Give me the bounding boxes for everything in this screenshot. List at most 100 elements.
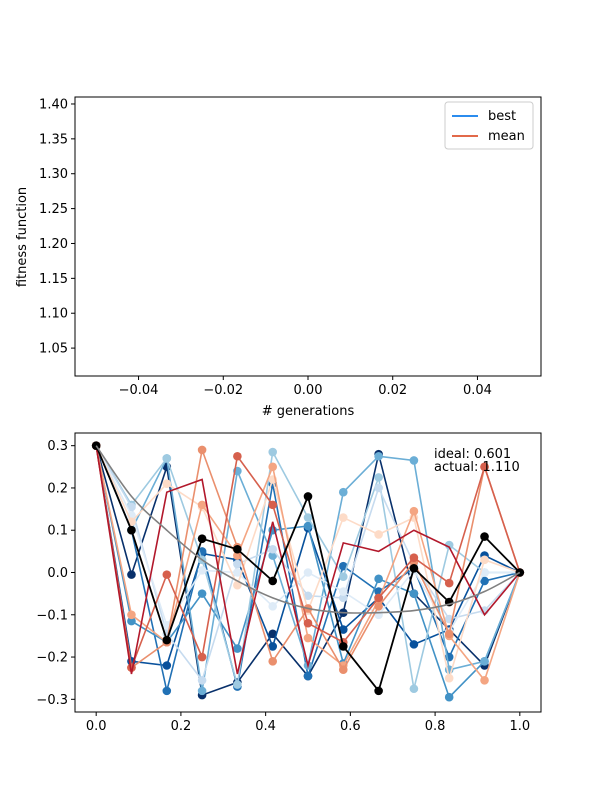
series-point-5: [444, 540, 454, 550]
population-plot-y-tick-label: 0.1: [47, 524, 68, 539]
series-point-10: [197, 445, 207, 455]
series-point-11: [162, 570, 172, 579]
series-14: [95, 445, 521, 614]
fitness-plot-y-tick-label: 1.05: [39, 342, 68, 357]
series-point-1: [268, 642, 278, 651]
series-point-3: [233, 644, 242, 653]
series-point-13: [374, 686, 383, 696]
fitness-plot-legend: best mean: [444, 101, 534, 150]
fitness-plot-y-tick-label: 1.20: [39, 237, 68, 252]
fitness-plot-y-tick-label: 1.30: [39, 167, 68, 182]
series-point-10: [338, 665, 348, 675]
series-point-9: [197, 500, 207, 510]
series-point-5: [162, 454, 172, 463]
fitness-plot-x-tick-label: −0.02: [203, 383, 243, 398]
series-point-4: [268, 551, 278, 560]
legend-box: [444, 101, 534, 150]
population-plot: 0.0 0.2 0.4 0.6 0.8 1.0 −0.3 −0.2 −0.1 0.0 0.1 0.2…: [36, 432, 542, 734]
series-point-13: [268, 576, 278, 586]
series-point-6: [233, 559, 242, 569]
series-point-6: [338, 593, 348, 603]
fitness-plot-x-tick-label: −0.04: [119, 383, 159, 398]
series-point-5: [268, 447, 278, 457]
series-point-13: [338, 642, 348, 651]
series-point-6: [374, 483, 383, 493]
population-plot-y-tick-label: −0.1: [36, 608, 68, 623]
series-point-1: [338, 625, 348, 634]
fitness-plot: −0.04 −0.02 0.00 0.02 0.04 1.051.101.151.201…: [15, 96, 542, 419]
series-point-11: [233, 451, 242, 461]
series-point-13: [233, 544, 242, 554]
series-point-0: [268, 629, 278, 639]
fitness-plot-x-tick-label: 0.04: [463, 383, 492, 398]
series-point-13: [127, 525, 136, 535]
series-point-13: [409, 563, 419, 573]
series-line-1: [95, 445, 521, 667]
population-plot-y-tick-label: 0.0: [47, 566, 68, 581]
series-point-8: [162, 479, 172, 489]
series-point-4: [197, 686, 207, 696]
series-point-11: [409, 553, 419, 563]
series-point-7: [480, 568, 489, 577]
series-13: [91, 441, 525, 696]
fitness-plot-ylabel: fitness function: [15, 187, 30, 287]
series-point-1: [162, 661, 172, 670]
fitness-plot-y-tick-label: 1.15: [39, 272, 68, 287]
series-point-3: [444, 692, 454, 702]
series-point-7: [268, 602, 278, 611]
legend-label-mean: mean: [488, 129, 525, 144]
series-point-6: [127, 502, 136, 512]
population-plot-x-ticks: 0.0 0.2 0.4 0.6 0.8 1.0: [86, 712, 530, 734]
series-point-13: [197, 534, 207, 543]
population-plot-x-tick-label: 0.0: [86, 719, 107, 734]
population-plot-y-tick-label: −0.3: [36, 693, 68, 708]
series-12: [95, 445, 521, 675]
fitness-plot-y-tick-label: 1.35: [39, 132, 68, 147]
series-point-11: [303, 618, 313, 628]
series-point-8: [444, 673, 454, 683]
series-point-9: [127, 610, 136, 620]
population-plot-x-tick-label: 0.6: [340, 719, 361, 734]
fitness-plot-y-ticks: 1.05 1.10 1.15 1.20 1.25 1.30 1.35 1.40: [39, 97, 75, 357]
series-point-8: [233, 580, 242, 590]
series-point-5: [374, 473, 383, 482]
series-point-9: [480, 675, 489, 685]
series-point-4: [480, 656, 489, 666]
series-point-7: [338, 587, 348, 596]
population-plot-x-tick-label: 1.0: [509, 719, 530, 734]
series-point-11: [480, 462, 489, 472]
series-point-0: [127, 570, 136, 579]
series-point-13: [91, 441, 101, 450]
population-plot-x-tick-label: 0.2: [171, 719, 192, 734]
series-point-13: [162, 635, 172, 645]
series-point-6: [197, 675, 207, 685]
series-point-10: [444, 629, 454, 639]
fitness-plot-y-tick-label: 1.10: [39, 307, 68, 322]
series-line-14: [95, 445, 521, 614]
series-point-5: [338, 572, 348, 582]
fitness-plot-x-tick-label: 0.02: [378, 383, 407, 398]
series-point-6: [303, 591, 313, 601]
series-point-11: [374, 593, 383, 603]
series-line-9: [95, 445, 521, 682]
series-point-5: [409, 684, 419, 694]
series-point-3: [127, 616, 136, 626]
legend-label-best: best: [488, 109, 516, 124]
fitness-plot-y-tick-label: 1.25: [39, 202, 68, 217]
fitness-plot-xlabel: # generations: [262, 404, 355, 419]
series-point-2: [480, 576, 489, 586]
series-point-4: [409, 456, 419, 465]
series-point-9: [268, 462, 278, 472]
series-point-8: [338, 513, 348, 522]
series-point-11: [444, 578, 454, 588]
annotation-ideal: ideal: 0.601: [434, 447, 511, 462]
series-point-13: [480, 532, 489, 541]
population-plot-y-tick-label: 0.2: [47, 481, 68, 496]
series-point-9: [303, 633, 313, 643]
series-point-2: [162, 686, 172, 696]
series-point-11: [268, 500, 278, 510]
population-plot-x-tick-label: 0.8: [425, 719, 446, 734]
series-point-10: [374, 602, 383, 611]
series-point-3: [374, 574, 383, 584]
